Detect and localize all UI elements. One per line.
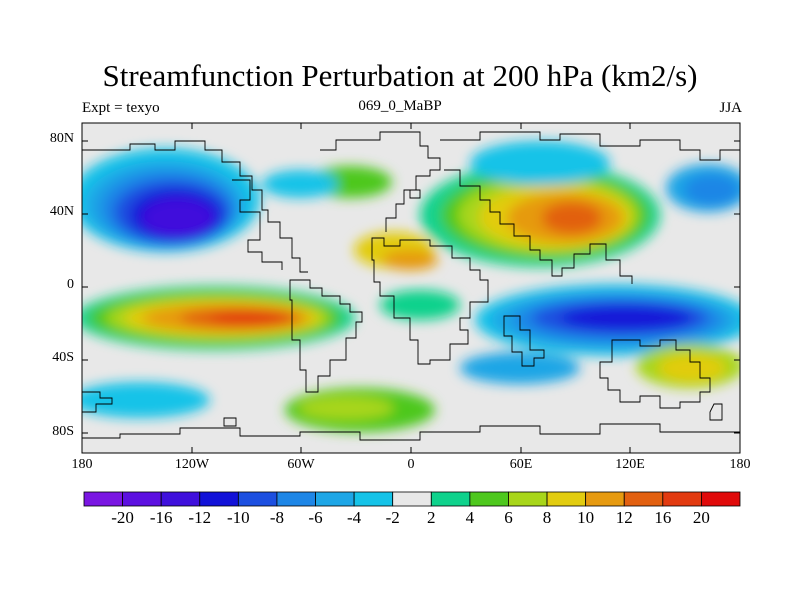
contour-blob: [658, 354, 726, 382]
colorbar-swatch: [237, 491, 278, 507]
contour-blob: [380, 290, 460, 320]
colorbar-swatch: [353, 491, 394, 507]
colorbar-label: 16: [654, 508, 672, 527]
colorbar-label: -4: [347, 508, 362, 527]
map-title: Streamfunction Perturbation at 200 hPa (…: [102, 58, 698, 93]
colorbar-swatch: [392, 491, 432, 507]
contour-blob: [262, 170, 338, 198]
contour-blob: [210, 311, 290, 325]
colorbar-label: 10: [577, 508, 595, 527]
lat-label-0: 0: [67, 277, 74, 292]
colorbar-label: 4: [465, 508, 475, 527]
colorbar-swatch: [662, 491, 702, 507]
lon-label-120e: 120E: [615, 457, 645, 472]
colorbar-label: -2: [385, 508, 400, 527]
colorbar-label: 6: [504, 508, 513, 527]
contour-blob: [470, 141, 610, 185]
contour-blob: [382, 250, 438, 270]
colorbar-label: 12: [615, 508, 633, 527]
colorbar-swatch: [546, 491, 587, 507]
colorbar-label: -6: [308, 508, 323, 527]
lat-label-40s: 40S: [52, 350, 74, 365]
case-label: 069_0_MaBP: [358, 98, 442, 114]
colorbar-swatch: [430, 491, 471, 507]
colorbar-swatch: [276, 491, 316, 507]
experiment-label: Expt = texyo: [82, 100, 160, 116]
colorbar-swatch: [469, 491, 509, 507]
colorbar-swatch: [701, 491, 741, 507]
colorbar-label: -16: [149, 508, 173, 527]
contour-blob: [298, 396, 394, 420]
colorbar-swatch: [122, 491, 162, 507]
colorbar-label: 8: [542, 508, 552, 527]
colorbar-label: 20: [692, 508, 710, 527]
contour-field: [82, 123, 740, 453]
contour-blob: [684, 174, 740, 206]
lat-label-80s: 80S: [52, 424, 74, 439]
colorbar: [83, 491, 741, 507]
colorbar-swatch: [585, 491, 625, 507]
coastlines: [82, 131, 740, 441]
colorbar-swatch: [199, 491, 239, 507]
colorbar-label: 2: [427, 508, 436, 527]
contour-blob: [460, 352, 580, 384]
colorbar-label: -12: [188, 508, 212, 527]
lon-label-0: 0: [407, 457, 415, 472]
lon-label-60w: 60W: [287, 457, 315, 472]
colorbar-swatch: [623, 491, 664, 507]
axis-ticks: [81, 123, 741, 453]
contour-blob: [82, 382, 210, 418]
lat-label-40n: 40N: [49, 204, 74, 219]
colorbar-label: -10: [227, 508, 250, 527]
lon-label-180w: 180: [71, 457, 93, 472]
colorbar-label: -20: [111, 508, 134, 527]
contour-blob: [542, 202, 602, 234]
colorbar-swatch: [160, 491, 201, 507]
colorbar-swatch: [508, 491, 548, 507]
lon-label-60e: 60E: [509, 457, 533, 472]
lon-label-180e: 180: [729, 457, 751, 472]
contour-blob: [142, 198, 214, 238]
colorbar-swatch: [83, 491, 123, 507]
colorbar-swatch: [315, 491, 355, 507]
season-label: JJA: [719, 100, 742, 116]
contour-blob: [560, 306, 692, 330]
lon-label-120w: 120W: [174, 457, 210, 472]
colorbar-label: -8: [269, 508, 285, 527]
lat-label-80n: 80N: [49, 131, 74, 146]
